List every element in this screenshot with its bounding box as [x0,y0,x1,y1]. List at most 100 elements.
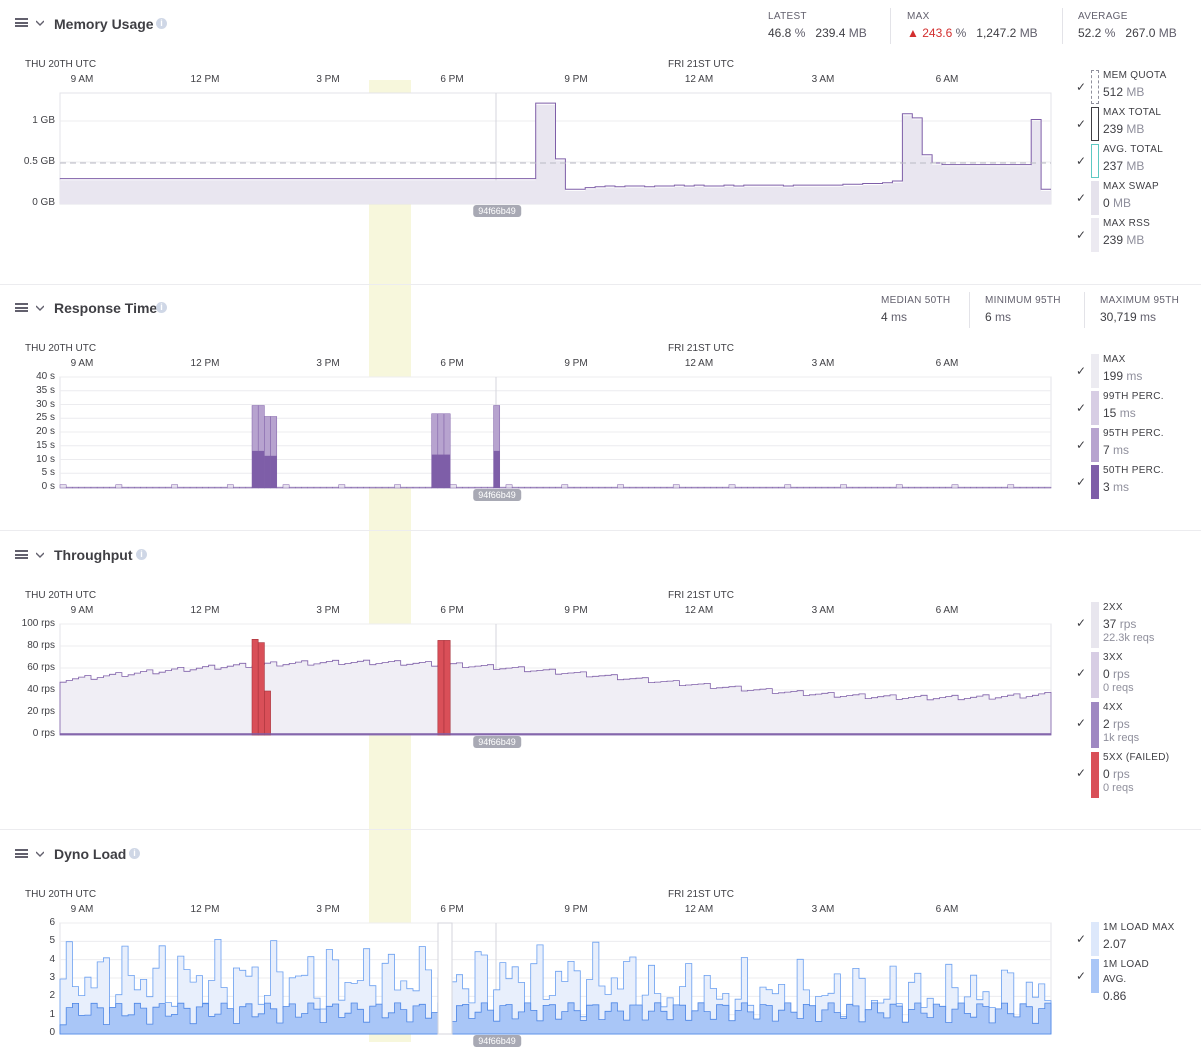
checkmark-icon[interactable]: ✓ [1076,80,1087,94]
legend-item[interactable]: ✓ 95TH PERC. 7 ms [1076,428,1196,464]
checkmark-icon[interactable]: ✓ [1076,666,1087,680]
dyno-load-panel: Dyno Load i THU 20TH UTC FRI 21ST UTC 9 … [0,829,1201,1057]
legend-item[interactable]: ✓ 3XX 0 rps 0 reqs [1076,652,1196,698]
chevron-down-icon[interactable] [36,304,44,312]
deploy-marker[interactable]: 94f66b49 [473,489,521,501]
response-bar [926,486,934,489]
response-bar [158,486,166,489]
response-bar [90,486,98,489]
response-bar [326,486,333,489]
legend-name: MAX TOTAL [1103,107,1162,118]
response-bar [245,486,253,489]
checkmark-icon[interactable]: ✓ [1076,438,1087,452]
legend-item[interactable]: ✓ AVG. TOTAL 237 MB [1076,144,1196,180]
deploy-marker[interactable]: 94f66b49 [473,736,521,748]
panel-title: Response Time [54,300,158,316]
throughput-chart[interactable] [59,623,1052,736]
legend-item[interactable]: ✓ 99TH PERC. 15 ms [1076,391,1196,427]
legend-item[interactable]: ✓ MAX RSS 239 MB [1076,218,1196,254]
response-bar [400,486,408,489]
drag-handle-icon[interactable] [15,18,28,27]
checkmark-icon[interactable]: ✓ [1076,117,1087,131]
checkmark-icon[interactable]: ✓ [1076,766,1087,780]
info-icon[interactable]: i [156,18,167,29]
legend-name: 1M LOAD [1103,959,1150,970]
checkmark-icon[interactable]: ✓ [1076,364,1087,378]
response-bar [276,486,284,489]
legend-item[interactable]: ✓ 1M LOAD AVG. 0.86 [1076,959,1196,1003]
chevron-down-icon[interactable] [36,19,44,27]
deploy-marker[interactable]: 94f66b49 [473,1035,521,1047]
checkmark-icon[interactable]: ✓ [1076,932,1087,946]
legend-name: MAX [1103,354,1126,365]
response-bar [220,486,228,489]
drag-handle-icon[interactable] [15,550,28,559]
p50-bar [270,455,277,488]
response-bar [363,486,370,489]
response-bar [617,484,624,489]
checkmark-icon[interactable]: ✓ [1076,716,1087,730]
response-bar [96,486,104,489]
y-tick: 0.5 GB [23,156,55,167]
chevron-down-icon[interactable] [36,551,44,559]
legend-reqs: 0 reqs [1103,782,1134,794]
response-bar [226,484,234,489]
drag-handle-icon[interactable] [15,303,28,312]
response-bar [604,486,612,489]
legend-item[interactable]: ✓ 50TH PERC. 3 ms [1076,465,1196,501]
drag-handle-icon[interactable] [15,849,28,858]
response-bar [72,486,79,489]
hour-tick-label: 3 AM [811,358,835,369]
response-bar [641,486,649,489]
warning-icon: ▲ [907,26,919,40]
legend-item[interactable]: ✓ 5XX (FAILED) 0 rps 0 reqs [1076,752,1196,798]
5xx-bar [437,640,445,736]
checkmark-icon[interactable]: ✓ [1076,969,1087,983]
legend-item[interactable]: ✓ MAX TOTAL 239 MB [1076,107,1196,143]
memory-chart[interactable] [59,92,1052,205]
legend-item[interactable]: ✓ 2XX 37 rps 22.3k reqs [1076,602,1196,648]
response-bar [833,486,841,489]
legend-name: 1M LOAD MAX [1103,922,1175,933]
response-bar [350,486,358,489]
p50-bar [437,454,445,488]
legend-item[interactable]: ✓ MAX 199 ms [1076,354,1196,390]
response-bar [1019,486,1027,489]
y-tick: 20 s [36,426,55,437]
info-icon[interactable]: i [156,302,167,313]
info-icon[interactable]: i [129,848,140,859]
response-bar [555,486,562,489]
legend-item[interactable]: ✓ 4XX 2 rps 1k reqs [1076,702,1196,748]
response-bar [710,486,717,489]
response-bar [561,484,569,489]
deploy-marker[interactable]: 94f66b49 [473,205,521,217]
response-bar [59,484,67,489]
checkmark-icon[interactable]: ✓ [1076,191,1087,205]
chevron-down-icon[interactable] [36,850,44,858]
legend-item[interactable]: ✓ MEM QUOTA 512 MB [1076,70,1196,106]
response-time-chart[interactable] [59,376,1052,489]
response-bar [214,486,222,489]
checkmark-icon[interactable]: ✓ [1076,401,1087,415]
stat-average-value: 52.2 % 267.0 MB [1078,26,1177,40]
legend-value: 0 rps [1103,767,1130,781]
legend-value: 0.86 [1103,989,1127,1003]
day-label-1: THU 20TH UTC [25,590,97,601]
y-tick: 15 s [36,439,55,451]
legend-item[interactable]: ✓ MAX SWAP 0 MB [1076,181,1196,217]
info-icon[interactable]: i [136,549,147,560]
y-tick: 80 rps [27,640,55,651]
checkmark-icon[interactable]: ✓ [1076,154,1087,168]
response-bar [338,484,346,489]
legend-item[interactable]: ✓ 1M LOAD MAX 2.07 [1076,922,1196,958]
legend-name: MAX RSS [1103,218,1151,229]
dyno-load-chart[interactable] [59,922,1052,1035]
response-bar [282,484,290,489]
response-bar [982,486,990,489]
legend-swatch [1091,107,1099,141]
checkmark-icon[interactable]: ✓ [1076,616,1087,630]
throughput-panel: Throughput i THU 20TH UTC FRI 21ST UTC 9… [0,530,1201,830]
checkmark-icon[interactable]: ✓ [1076,475,1087,489]
checkmark-icon[interactable]: ✓ [1076,228,1087,242]
legend-name: AVG. TOTAL [1103,144,1164,155]
